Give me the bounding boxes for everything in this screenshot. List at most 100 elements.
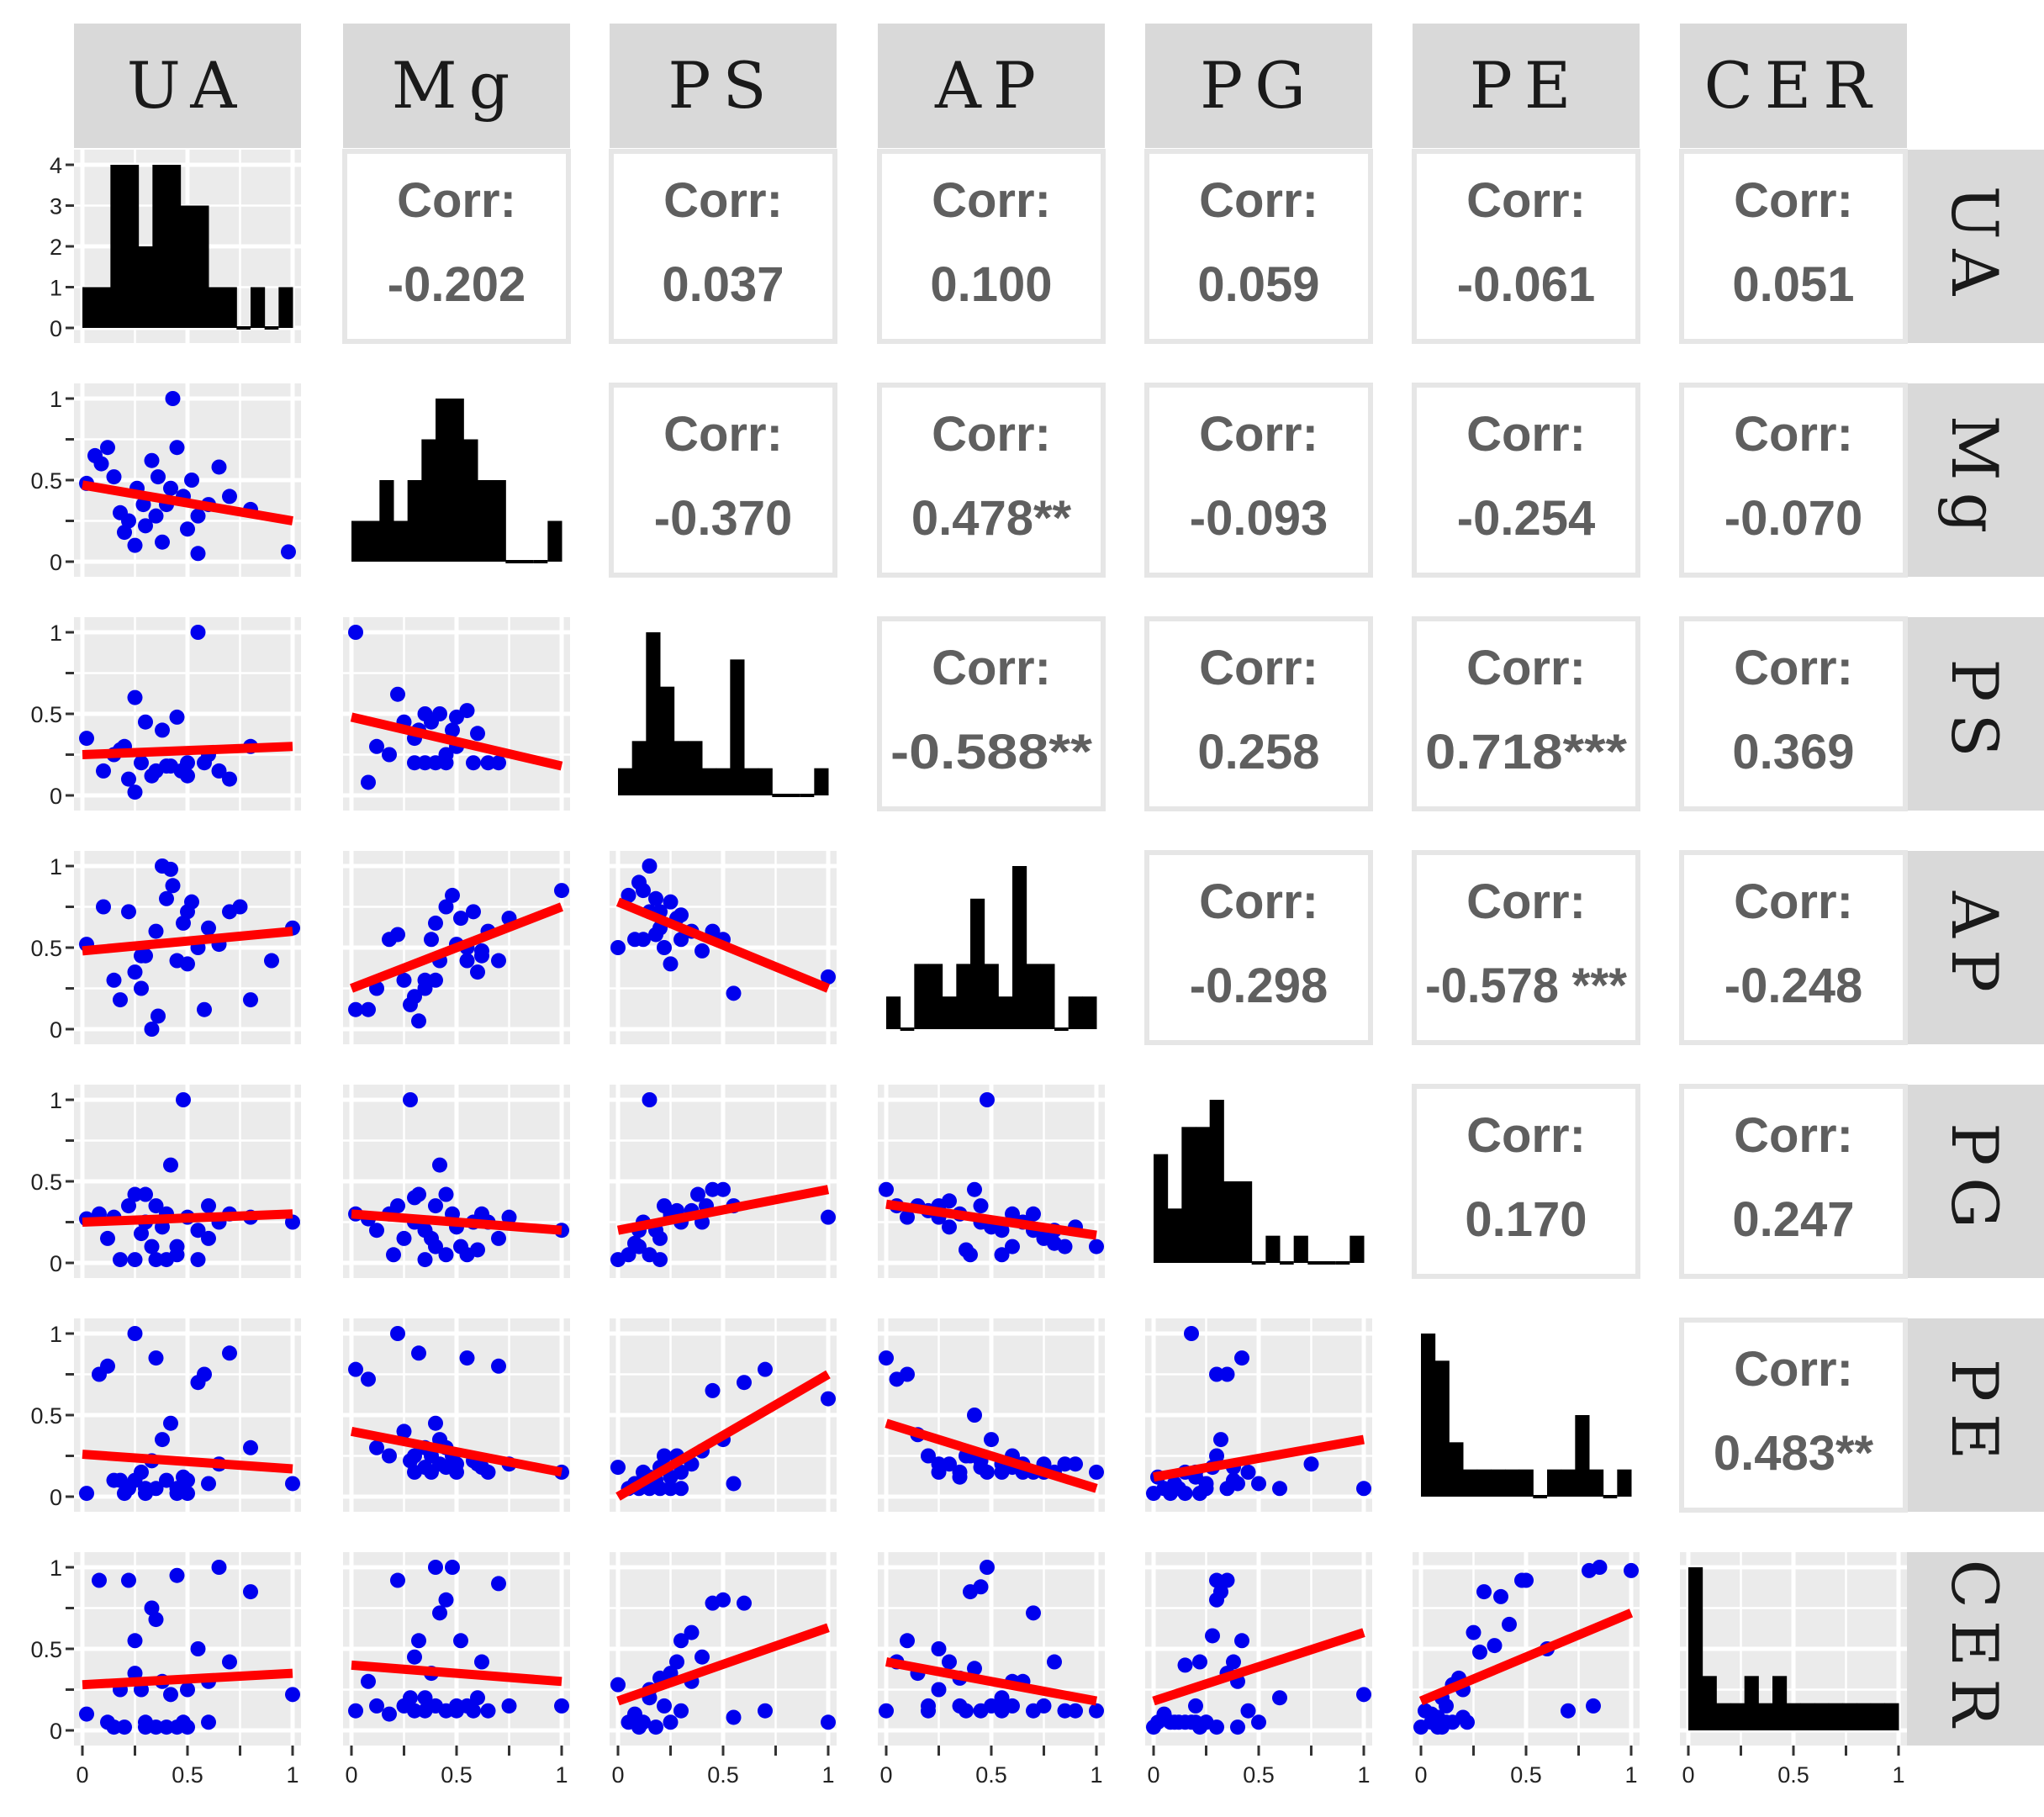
scatter-point: [621, 887, 636, 903]
x-tick-label: 0.5: [1243, 1762, 1275, 1788]
scatter-point: [411, 1186, 426, 1202]
scatter-point: [1068, 1456, 1083, 1472]
scatter-point: [1177, 1486, 1193, 1502]
scatter-point: [211, 459, 227, 475]
x-tick-label: 1: [1357, 1762, 1370, 1788]
scatter-point: [1472, 1644, 1487, 1660]
scatter-point: [821, 1714, 836, 1730]
scatter-point: [931, 1456, 947, 1472]
corr-value: 0.718***: [1425, 725, 1627, 779]
row-header-label: PE: [1937, 1359, 2012, 1472]
hist-bar: [379, 480, 394, 562]
hist-bar: [1617, 1469, 1632, 1497]
regression-line: [885, 1418, 1098, 1493]
scatter-point: [144, 1600, 160, 1616]
hist-bar: [646, 632, 661, 795]
scatter-point: [151, 1008, 166, 1024]
scatter-point: [1205, 1628, 1220, 1644]
corr-value: 0.258: [1197, 725, 1319, 779]
scatter-point: [726, 1476, 742, 1492]
scatter-point: [190, 1223, 206, 1239]
corr-value: 0.100: [930, 257, 1052, 312]
scatter-point: [973, 1579, 989, 1595]
scatter-point: [163, 1157, 178, 1173]
row-header-label: CER: [1937, 1560, 2012, 1739]
scatter-point: [121, 904, 136, 920]
row-header-label: Mg: [1937, 415, 2012, 545]
scatter-point: [1089, 1239, 1104, 1254]
scatter-point: [411, 1013, 426, 1029]
corr-label: Corr:: [1466, 173, 1586, 228]
scatter-point: [222, 1654, 237, 1670]
scatter-point: [159, 890, 174, 906]
scatter-point: [438, 755, 454, 771]
scatter-point: [176, 915, 191, 931]
hist-bar: [110, 165, 125, 328]
scatter-point: [396, 1230, 412, 1246]
regression-line: [350, 1427, 563, 1477]
scatter-point: [403, 1092, 418, 1107]
scatter-point: [470, 964, 485, 980]
hist-bar: [1265, 1235, 1281, 1263]
hist-bar: [744, 768, 759, 795]
hist-bar: [152, 165, 167, 328]
corr-label: Corr:: [1199, 641, 1318, 695]
x-tick-label: 0.5: [975, 1762, 1007, 1788]
x-tick-label: 0: [611, 1762, 624, 1788]
scatter-point: [369, 1439, 384, 1455]
scatter-point: [610, 1460, 626, 1476]
corr-cell-Mg-PE: [1412, 383, 1640, 578]
hist-bar: [914, 964, 929, 1029]
scatter-point: [1005, 1239, 1020, 1254]
regression-line: [350, 902, 563, 993]
hist-bar: [1293, 1235, 1308, 1263]
corr-label: Corr:: [1466, 1108, 1586, 1163]
scatter-point: [361, 1673, 376, 1689]
scatter-point: [159, 1719, 174, 1735]
scatter-point: [931, 1641, 947, 1656]
row-header-AP: [1904, 851, 2044, 1044]
hist-bar: [1196, 1127, 1211, 1263]
y-tick-label: 1: [50, 854, 62, 879]
scatter-point: [1356, 1687, 1371, 1703]
scatter-point: [79, 731, 94, 747]
corr-label: Corr:: [1199, 407, 1318, 462]
column-header-label: PS: [668, 48, 778, 123]
hist-bar: [1491, 1469, 1506, 1497]
scatter-point: [636, 883, 651, 899]
scatter-point: [636, 932, 651, 948]
scatter-point: [1592, 1560, 1608, 1575]
scatter-point: [491, 755, 506, 771]
scatter-point: [684, 1624, 700, 1640]
scatter-point: [148, 1719, 164, 1735]
regression-line: [885, 1199, 1097, 1240]
row-header-label: UA: [1937, 186, 2012, 308]
corr-label: Corr:: [397, 173, 516, 228]
scatter-point: [201, 920, 216, 936]
scatter-point: [1089, 1703, 1104, 1719]
scatter-point: [491, 953, 506, 969]
scatter-point: [1219, 1366, 1235, 1382]
row-header-label: PG: [1937, 1122, 2012, 1240]
scatter-point: [480, 755, 496, 771]
scatter-point: [648, 927, 663, 943]
scatter-point: [159, 1252, 174, 1268]
scatter-point: [648, 1719, 663, 1735]
scatter-point: [127, 1633, 143, 1649]
scatter-point: [821, 969, 836, 985]
hist-bar: [1209, 1100, 1224, 1263]
hist-bar: [1012, 866, 1027, 1029]
scatter-point: [93, 456, 109, 472]
scatter-point: [428, 1239, 443, 1254]
hist-bar: [1449, 1442, 1464, 1497]
x-tick-label: 0: [1682, 1762, 1694, 1788]
column-header-label: PG: [1200, 48, 1318, 123]
scatter-point: [127, 1186, 143, 1202]
y-tick-label: 0.5: [30, 1637, 62, 1662]
hist-bar: [1518, 1469, 1534, 1497]
hist-bar: [478, 480, 493, 562]
hist-bar: [716, 768, 731, 795]
scatter-point: [165, 391, 181, 406]
scatter-point: [459, 953, 475, 969]
scatter-point: [1026, 1206, 1041, 1222]
